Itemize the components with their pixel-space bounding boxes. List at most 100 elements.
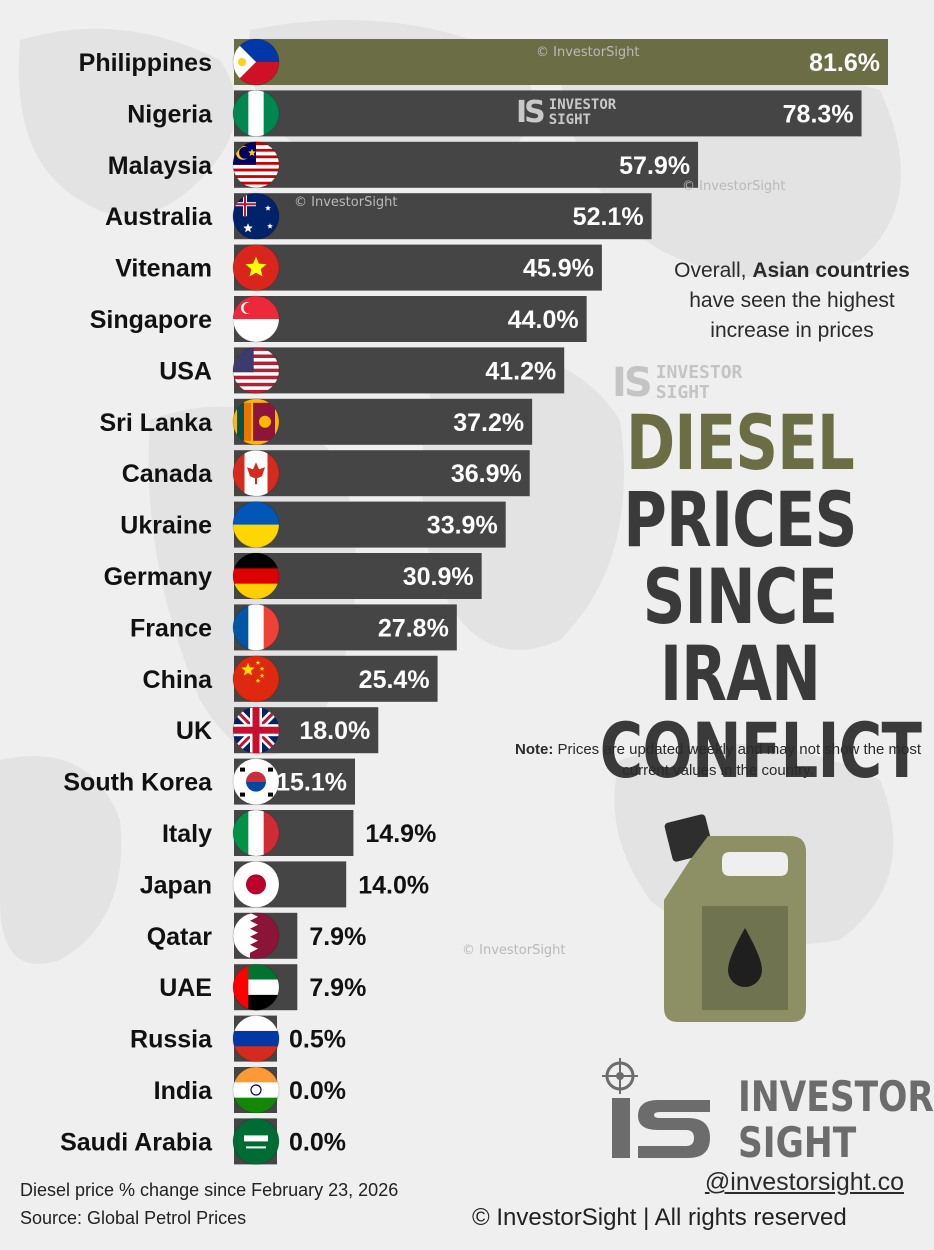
bar-australia xyxy=(234,193,652,240)
value-label-qatar: 7.9% xyxy=(309,923,366,951)
category-label-singapore: Singapore xyxy=(90,306,212,334)
value-labels-layer: 81.6% 78.3% 57.9% 52.1% 45.9% 44.0% 41.2% 37.2%… xyxy=(276,49,880,1156)
malaysia-flag-icon xyxy=(233,141,279,188)
category-label-south-korea: South Korea xyxy=(63,769,213,797)
category-label-ukraine: Ukraine xyxy=(120,512,212,540)
value-label-sri-lanka: 37.2% xyxy=(453,409,524,437)
chart-source: Source: Global Petrol Prices xyxy=(20,1208,247,1228)
bar-sri-lanka xyxy=(234,398,533,445)
bar-singapore xyxy=(234,296,587,342)
japan-flag-icon xyxy=(233,861,279,908)
title-line-2: PRICES xyxy=(623,475,857,564)
south-korea-flag-icon xyxy=(233,758,279,805)
flags-layer xyxy=(232,38,280,1165)
value-label-france: 27.8% xyxy=(378,614,449,642)
category-label-saudi-arabia: Saudi Arabia xyxy=(60,1128,213,1156)
category-label-italy: Italy xyxy=(162,820,212,848)
value-label-russia: 0.5% xyxy=(289,1026,346,1054)
value-label-china: 25.4% xyxy=(359,666,430,694)
copyright-notice: © InvestorSight | All rights reserved xyxy=(472,1204,847,1231)
china-flag-icon xyxy=(233,655,279,702)
sri-lanka-flag-icon xyxy=(233,398,279,445)
value-label-canada: 36.9% xyxy=(451,460,522,488)
value-label-germany: 30.9% xyxy=(403,563,474,591)
brand-name: INVESTOR SIGHT xyxy=(738,1074,934,1166)
title-line-1: DIESEL xyxy=(625,398,855,487)
callout-post: have seen the highest increase in prices xyxy=(689,289,895,342)
australia-flag-icon xyxy=(233,193,279,240)
watermark-text: © InvestorSight xyxy=(294,195,398,210)
value-label-philippines: 81.6% xyxy=(809,49,880,77)
value-label-vitenam: 45.9% xyxy=(523,255,594,283)
nigeria-flag-icon xyxy=(233,90,279,137)
value-label-uae: 7.9% xyxy=(309,974,366,1002)
watermark-logo: IS INVESTOR SIGHT xyxy=(612,360,742,406)
singapore-flag-icon xyxy=(233,296,279,342)
category-label-nigeria: Nigeria xyxy=(127,100,213,128)
callout-text: Overall, Asian countries have seen the hi… xyxy=(652,256,932,346)
note-text: Note: Prices are updated weekly and may … xyxy=(508,739,928,781)
france-flag-icon xyxy=(233,604,279,651)
bar-vitenam xyxy=(234,244,602,291)
chart-title: DIESEL PRICES SINCE IRAN CONFLICT xyxy=(599,398,922,795)
brand-name-line2: SIGHT xyxy=(738,1118,857,1167)
category-label-qatar: Qatar xyxy=(147,923,213,951)
category-labels-layer: Philippines Nigeria Malaysia Australia Viten… xyxy=(60,49,213,1156)
watermark-logo-line2: SIGHT xyxy=(548,111,591,128)
bar-usa xyxy=(234,347,565,394)
ukraine-flag-icon xyxy=(233,501,279,548)
category-label-china: China xyxy=(143,666,214,694)
title-line-4: CONFLICT xyxy=(599,706,922,795)
category-label-malaysia: Malaysia xyxy=(108,152,213,180)
category-label-philippines: Philippines xyxy=(79,49,212,77)
category-label-france: France xyxy=(130,614,212,642)
value-label-malaysia: 57.9% xyxy=(619,152,690,180)
value-label-south-korea: 15.1% xyxy=(276,769,347,797)
bar-ukraine xyxy=(234,501,506,548)
value-label-australia: 52.1% xyxy=(573,203,644,231)
category-label-uk: UK xyxy=(176,717,212,745)
investorsight-logo-icon xyxy=(602,1058,710,1158)
watermark-logo-mark: IS xyxy=(516,95,546,130)
watermark-logo-line1: INVESTOR xyxy=(655,362,743,383)
germany-flag-icon xyxy=(233,553,279,599)
saudi-arabia-flag-icon xyxy=(233,1118,279,1165)
watermark-text: © InvestorSight xyxy=(462,943,566,958)
callout-bold: Asian countries xyxy=(752,259,910,282)
value-label-japan: 14.0% xyxy=(358,871,429,899)
chart-subtitle: Diesel price % change since February 23,… xyxy=(20,1180,399,1200)
watermark-logo-line1: INVESTOR xyxy=(548,96,617,113)
value-label-uk: 18.0% xyxy=(299,717,370,745)
value-label-italy: 14.9% xyxy=(365,820,436,848)
watermark-logo-line2: SIGHT xyxy=(655,382,710,403)
india-flag-icon xyxy=(233,1067,279,1113)
category-label-vitenam: Vitenam xyxy=(115,255,212,283)
category-label-germany: Germany xyxy=(104,563,212,591)
bar-nigeria xyxy=(234,90,862,137)
bar-philippines xyxy=(234,39,888,85)
bar-canada xyxy=(234,450,530,497)
callout-pre: Overall, xyxy=(674,259,753,282)
value-label-ukraine: 33.9% xyxy=(427,512,498,540)
qatar-flag-icon xyxy=(233,912,279,959)
value-label-singapore: 44.0% xyxy=(508,306,579,334)
category-label-sri-lanka: Sri Lanka xyxy=(99,409,213,437)
social-handle-link[interactable]: @investorsight.co xyxy=(704,1168,904,1196)
value-label-usa: 41.2% xyxy=(485,357,556,385)
value-label-india: 0.0% xyxy=(289,1077,346,1105)
category-label-usa: USA xyxy=(159,357,212,385)
category-label-uae: UAE xyxy=(159,974,212,1002)
value-label-saudi-arabia: 0.0% xyxy=(289,1128,346,1156)
bar-malaysia xyxy=(234,141,699,188)
uae-flag-icon xyxy=(233,964,279,1011)
value-label-nigeria: 78.3% xyxy=(783,100,854,128)
italy-flag-icon xyxy=(233,810,279,856)
category-label-japan: Japan xyxy=(140,871,212,899)
philippines-flag-icon xyxy=(233,39,279,85)
category-label-australia: Australia xyxy=(105,203,213,231)
watermark-text: © InvestorSight xyxy=(536,45,640,60)
category-label-canada: Canada xyxy=(122,460,213,488)
russia-flag-icon xyxy=(233,1015,279,1062)
category-label-russia: Russia xyxy=(130,1026,213,1054)
